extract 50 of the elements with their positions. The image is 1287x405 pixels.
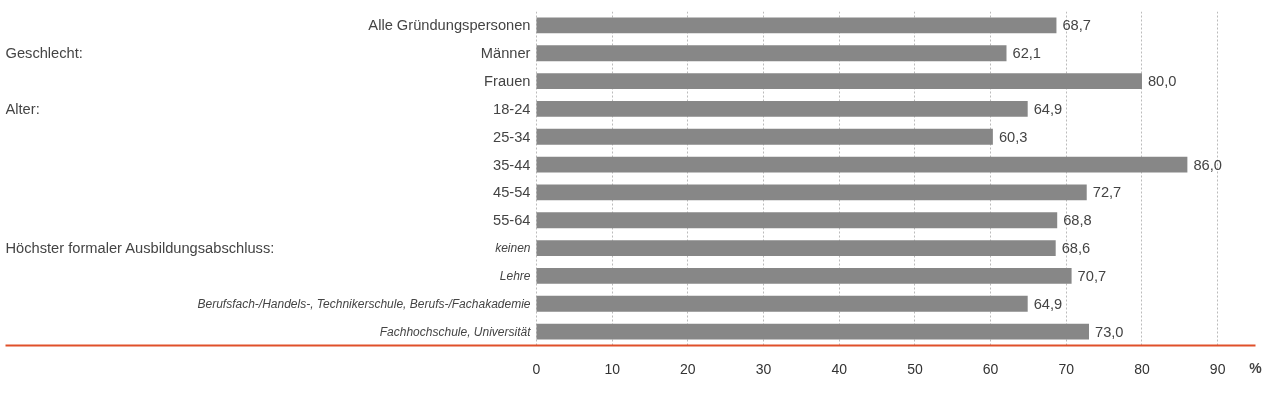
x-axis-title: % [1249, 359, 1263, 376]
x-tick-label: 90 [1209, 360, 1226, 377]
data-label: 73,0 [1094, 323, 1124, 340]
y-tick-label: Frauen [484, 73, 531, 90]
x-tick-label: 70 [1058, 360, 1075, 377]
x-tick-label: 20 [680, 360, 696, 377]
x-tick-label: 40 [831, 360, 848, 377]
y-tick-label: keinen [495, 241, 531, 256]
bar [536, 17, 1057, 34]
text: Höchster formaler Ausbildungsabschluss: [5, 240, 275, 257]
bar [536, 323, 1089, 340]
x-tick-label: 30 [755, 360, 772, 377]
y-tick-label: 25-34 [493, 128, 531, 145]
x-tick-label: 60 [982, 360, 999, 377]
bar [536, 240, 1056, 257]
bar [536, 100, 1028, 117]
data-label: 80,0 [1147, 73, 1177, 90]
data-label: 64,9 [1033, 295, 1063, 312]
data-label: 86,0 [1193, 156, 1222, 173]
y-tick-label: 55-64 [493, 212, 531, 229]
y-tick-label: Fachhochschule, Universität [379, 324, 532, 339]
bar [536, 156, 1188, 173]
bar [536, 128, 993, 145]
data-label: 68,8 [1063, 212, 1092, 229]
y-tick-label: Berufsfach-/Handels-, Technikerschule, Berufs-/Fachakademie [197, 296, 531, 311]
x-tick-label: 0 [532, 360, 541, 377]
data-label: 60,3 [998, 128, 1028, 145]
y-tick-label: 45-54 [493, 184, 531, 201]
bar [536, 295, 1028, 312]
y-tick-label: Männer [480, 45, 531, 62]
text: Geschlecht: [5, 45, 83, 62]
data-label: 68,6 [1061, 240, 1091, 257]
data-label: 70,7 [1077, 267, 1107, 284]
data-label: 64,9 [1033, 100, 1063, 117]
data-label: 72,7 [1092, 184, 1122, 201]
y-tick-label: 18-24 [493, 100, 531, 117]
bar [536, 212, 1058, 229]
x-tick-label: 80 [1134, 360, 1150, 377]
y-tick-label: 35-44 [493, 156, 531, 173]
bar [536, 267, 1072, 284]
x-tick-label: 50 [907, 360, 923, 377]
bar [536, 45, 1007, 62]
y-tick-label: Alle Gründungspersonen [368, 17, 531, 34]
data-label: 68,7 [1062, 17, 1091, 34]
text: Alter: [5, 100, 40, 117]
bar [536, 73, 1142, 90]
y-tick-label: Lehre [499, 268, 531, 283]
bar [536, 184, 1087, 201]
data-label: 62,1 [1012, 45, 1042, 62]
x-tick-label: 10 [604, 360, 621, 377]
